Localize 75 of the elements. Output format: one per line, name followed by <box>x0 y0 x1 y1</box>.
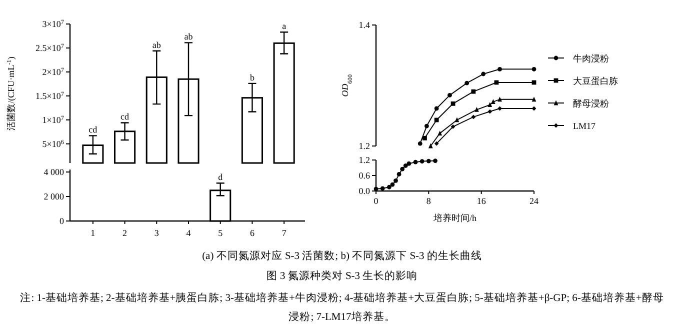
x-tick-label: 5 <box>218 228 224 238</box>
x-tick-label: 0 <box>374 196 379 206</box>
point <box>434 106 439 111</box>
point <box>380 186 385 191</box>
point <box>498 66 502 72</box>
y-tick-label: 4 000 <box>44 167 64 177</box>
point <box>400 166 405 172</box>
point <box>434 141 439 146</box>
point <box>428 143 433 148</box>
legend-label: LM17 <box>573 121 596 131</box>
annotation: ab <box>152 40 162 50</box>
y-tick-label: 1.4 <box>358 20 370 30</box>
annotation: ab <box>184 32 194 42</box>
point <box>532 96 536 102</box>
point <box>488 102 492 108</box>
point <box>406 161 412 166</box>
x-tick-label: 16 <box>476 196 486 206</box>
point <box>450 124 456 129</box>
y-tick-label: 0.6 <box>358 170 370 180</box>
x-tick-label: 2 <box>122 228 128 238</box>
point <box>396 172 402 176</box>
x-tick-label: 1 <box>90 228 96 238</box>
x-tick-label: 4 <box>186 228 192 238</box>
annotation: cd <box>120 112 130 122</box>
x-tick-label: 3 <box>154 228 160 238</box>
annotation: d <box>218 172 224 182</box>
point <box>498 96 502 102</box>
point <box>434 118 439 122</box>
point <box>433 158 438 163</box>
point <box>474 107 479 112</box>
point <box>438 130 442 136</box>
x-tick-label: 8 <box>426 196 432 206</box>
point <box>418 141 422 146</box>
point <box>426 158 431 164</box>
y-tick-label: 1.2 <box>358 141 370 151</box>
y-tick-label: 5×10$^{6}$ <box>42 138 64 149</box>
point <box>420 159 424 164</box>
legend-label: 大豆蛋白胨 <box>573 76 618 86</box>
y-tick-label: 1.2 <box>358 155 370 165</box>
point <box>450 101 456 106</box>
point <box>481 72 486 76</box>
point <box>490 99 496 104</box>
point <box>403 163 408 168</box>
y-tick-label: 2.5×10$^{7}$ <box>36 42 64 53</box>
y-tick-label: 2×10$^{7}$ <box>42 66 64 77</box>
point <box>471 114 476 120</box>
point <box>454 117 460 122</box>
point <box>390 182 395 187</box>
y-tick-label: 2 000 <box>44 192 64 202</box>
point <box>448 92 452 98</box>
legend-label: 牛肉浸粉 <box>573 54 609 64</box>
y-tick-label: 0.0 <box>358 186 370 196</box>
captions: (a) 不同氮源对应 S-3 活菌数; b) 不同氮源下 S-3 的生长曲线 图 3 氮源种类对 S-3 生长的影响 注: 1-基础培养基; 2-基础培养基+胰蛋白胨; 3-基础培养基+牛肉浸粉; 4-基础培养基+大豆蛋白胨; 5-基础培养基+β-GP; 6-基础培养基+酵母浸粉; 7-LM17培养基。 <box>20 251 664 323</box>
point <box>464 80 470 86</box>
x-tick-label: 6 <box>250 228 255 238</box>
y-tick-label: 0 <box>60 216 64 226</box>
point <box>532 66 536 72</box>
x-tick-label: 24 <box>530 196 539 206</box>
point <box>394 178 398 183</box>
point <box>413 160 418 164</box>
annotation: b <box>250 72 255 82</box>
x-axis-title: 培养时间/h <box>432 213 477 223</box>
point <box>488 109 492 114</box>
y-tick-label: 1.5×10$^{7}$ <box>36 90 64 101</box>
y-tick-label: 1×10$^{7}$ <box>42 114 64 125</box>
point <box>532 106 536 111</box>
point <box>471 89 476 94</box>
point <box>422 136 427 140</box>
point <box>386 184 392 190</box>
annotation: a <box>282 21 286 32</box>
x-tick-label: 7 <box>282 228 287 238</box>
y-tick-label: 3×10$^{7}$ <box>42 18 64 29</box>
legend-label: 酵母浸粉 <box>573 98 609 108</box>
annotation: cd <box>88 124 98 135</box>
point <box>424 124 429 128</box>
